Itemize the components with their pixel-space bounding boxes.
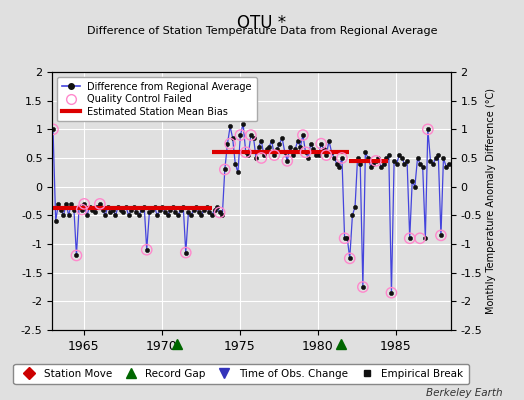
Point [270,152,279,158]
Point [78,206,86,213]
Point [182,250,190,256]
Point [283,158,291,164]
Text: Difference of Station Temperature Data from Regional Average: Difference of Station Temperature Data f… [87,26,437,36]
Point [72,252,81,259]
Point [247,132,255,138]
Point [226,140,234,147]
Point [437,232,445,238]
Point [423,126,432,132]
Point [372,158,380,164]
Point [341,235,349,242]
Legend: Station Move, Record Gap, Time of Obs. Change, Empirical Break: Station Move, Record Gap, Time of Obs. C… [14,364,468,384]
Point [221,166,229,173]
Point [301,149,310,156]
Point [322,152,331,158]
Point [80,201,89,207]
Point [236,132,245,138]
Point [96,201,104,207]
Point [299,132,307,138]
Text: OTU *: OTU * [237,14,287,32]
Legend: Difference from Regional Average, Quality Control Failed, Estimated Station Mean: Difference from Regional Average, Qualit… [57,77,257,122]
Text: Berkeley Earth: Berkeley Earth [427,388,503,398]
Point [338,155,346,161]
Point [416,235,424,242]
Point [406,235,414,242]
Y-axis label: Monthly Temperature Anomaly Difference (°C): Monthly Temperature Anomaly Difference (… [486,88,496,314]
Point [359,284,367,290]
Point [143,246,151,253]
Point [242,149,250,156]
Point [387,290,396,296]
Point [317,140,325,147]
Point [257,155,266,161]
Point [345,255,354,262]
Point [215,209,224,216]
Point [49,126,57,132]
